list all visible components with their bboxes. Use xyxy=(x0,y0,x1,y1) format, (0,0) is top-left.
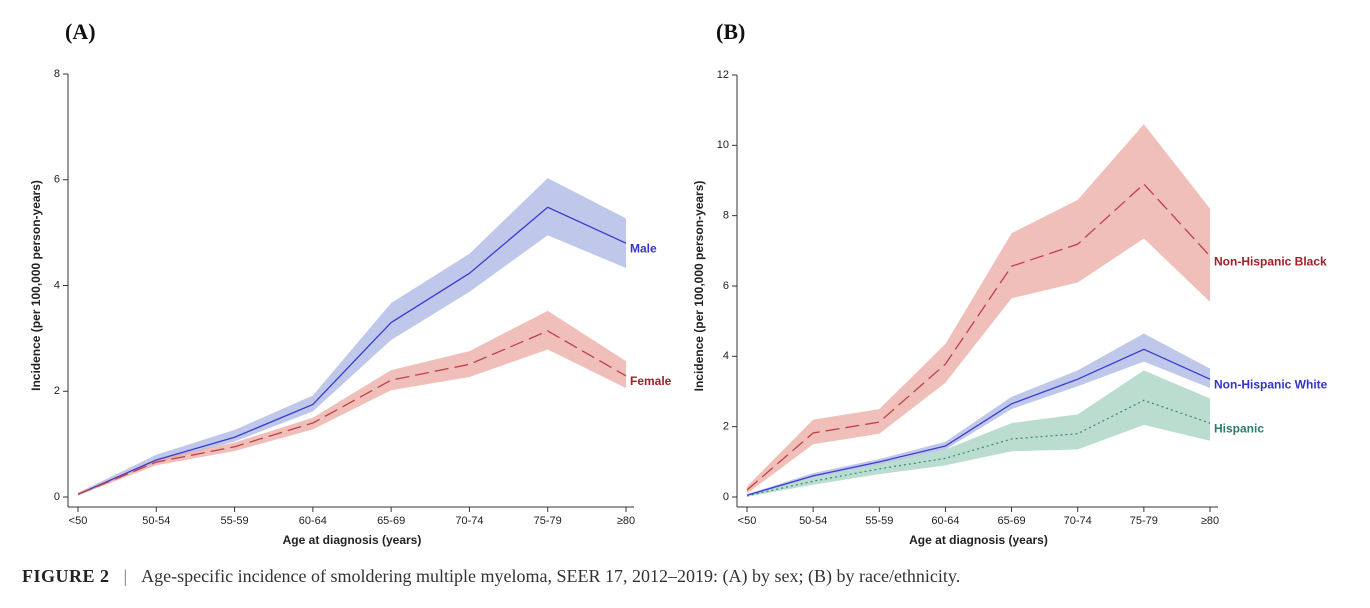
series-line xyxy=(77,206,627,495)
series-label: Hispanic xyxy=(1214,421,1264,435)
panel-label: (A) xyxy=(65,19,96,44)
series-line xyxy=(77,330,627,495)
confidence-band xyxy=(78,310,626,496)
caption: FIGURE 2 | Age-specific incidence of smold… xyxy=(22,566,960,587)
y-tick-label: 0 xyxy=(54,491,60,503)
y-tick-label: 4 xyxy=(54,279,60,291)
confidence-band xyxy=(747,333,1210,496)
series-label: Non-Hispanic Black xyxy=(1214,254,1327,268)
caption-label: FIGURE 2 xyxy=(22,566,110,586)
y-tick-label: 2 xyxy=(54,385,60,397)
series-line xyxy=(746,399,1211,497)
x-tick-label: 70-74 xyxy=(1064,515,1092,527)
x-tick-label: 65-69 xyxy=(998,515,1026,527)
confidence-band xyxy=(747,124,1210,494)
caption-separator: | xyxy=(123,566,128,586)
y-tick-label: 4 xyxy=(723,350,729,362)
series-label: Non-Hispanic White xyxy=(1214,377,1328,391)
x-tick-label: 75-79 xyxy=(1130,515,1158,527)
y-axis-title: Incidence (per 100,000 person-years) xyxy=(29,180,43,391)
y-tick-label: 6 xyxy=(723,280,729,292)
x-axis-title: Age at diagnosis (years) xyxy=(283,533,422,547)
x-tick-label: 55-59 xyxy=(865,515,893,527)
x-tick-label: 60-64 xyxy=(299,515,327,527)
figure: (A) 0 2 4 6 8 <50 50-54 55-59 60-64 65-69 70-74 75-7… xyxy=(29,19,1328,547)
y-tick-label: 12 xyxy=(717,69,729,81)
y-tick-label: 0 xyxy=(723,491,729,503)
x-tick-label: 55-59 xyxy=(221,515,249,527)
series-label: Male xyxy=(630,241,657,255)
x-tick-label: 70-74 xyxy=(455,515,483,527)
x-tick-label: <50 xyxy=(738,515,757,527)
y-tick-label: 6 xyxy=(54,174,60,186)
series-line xyxy=(746,348,1211,496)
y-tick-label: 8 xyxy=(54,68,60,80)
y-axis-title: Incidence (per 100,000 person-years) xyxy=(692,181,706,392)
x-tick-label: 75-79 xyxy=(534,515,562,527)
x-tick-label: <50 xyxy=(69,515,88,527)
x-tick-label: ≥80 xyxy=(617,515,635,527)
series-line xyxy=(746,183,1211,491)
y-tick-label: 8 xyxy=(723,210,729,222)
x-tick-label: 50-54 xyxy=(142,515,170,527)
x-tick-label: 50-54 xyxy=(799,515,827,527)
series-label: Female xyxy=(630,374,672,388)
y-tick-label: 10 xyxy=(717,139,729,151)
y-tick-label: 2 xyxy=(723,421,729,433)
caption-text: Age-specific incidence of smoldering mul… xyxy=(141,566,961,586)
x-tick-label: 60-64 xyxy=(931,515,959,527)
panel-label: (B) xyxy=(716,19,745,44)
confidence-band xyxy=(747,370,1210,497)
x-tick-label: 65-69 xyxy=(377,515,405,527)
x-tick-label: ≥80 xyxy=(1201,515,1219,527)
x-axis-title: Age at diagnosis (years) xyxy=(909,533,1048,547)
